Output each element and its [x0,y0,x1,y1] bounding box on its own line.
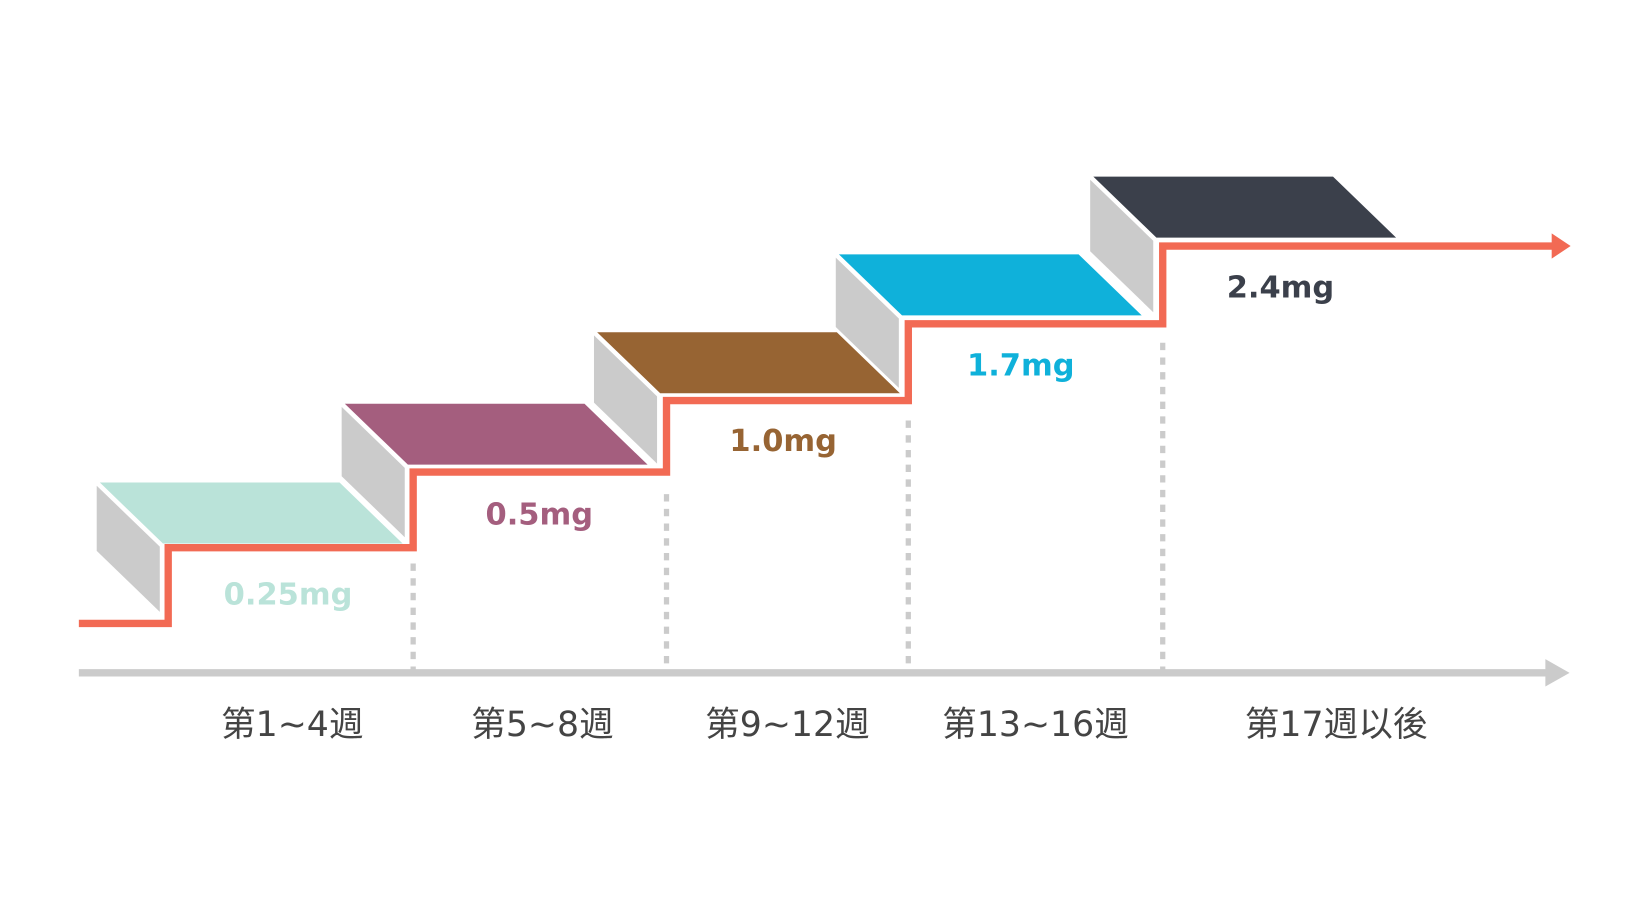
step-top-face [838,254,1142,316]
step-2 [341,403,648,538]
step-top-face [1093,176,1397,238]
dose-label-5: 2.4mg [1227,271,1335,306]
step-top-face [99,482,403,544]
step-top-face [597,332,900,394]
period-label-3: 第9~12週 [705,705,870,745]
dose-label-1: 0.25mg [224,578,353,613]
dose-step-line [78,242,1554,628]
axis-arrow-icon [1545,659,1570,687]
period-label-4: 第13~16週 [942,705,1129,745]
step-5 [1090,176,1397,313]
steps-layer [96,176,1397,612]
step-3 [593,332,900,464]
dose-path-line [78,233,1571,628]
period-label-2: 第5~8週 [471,705,614,745]
dose-arrow-icon [1551,233,1571,259]
dose-label-3: 1.0mg [729,424,837,459]
time-axis [78,659,1570,687]
step-side-face [341,406,405,538]
step-top-face [344,403,648,465]
dividers-layer [410,342,1166,670]
step-side-face [593,335,658,464]
dose-label-4: 1.7mg [967,348,1075,383]
period-label-5: 第17週以後 [1245,705,1428,745]
step-side-face [835,257,899,388]
period-label-1: 第1~4週 [221,705,364,745]
labels-layer: 0.25mg 0.5mg 1.0mg 1.7mg 2.4mg 第1~4週 第5~… [221,271,1428,745]
dose-label-2: 0.5mg [486,498,594,533]
step-side-face [96,485,160,612]
step-side-face [1090,179,1154,313]
step-1 [96,482,403,612]
step-4 [835,254,1142,388]
